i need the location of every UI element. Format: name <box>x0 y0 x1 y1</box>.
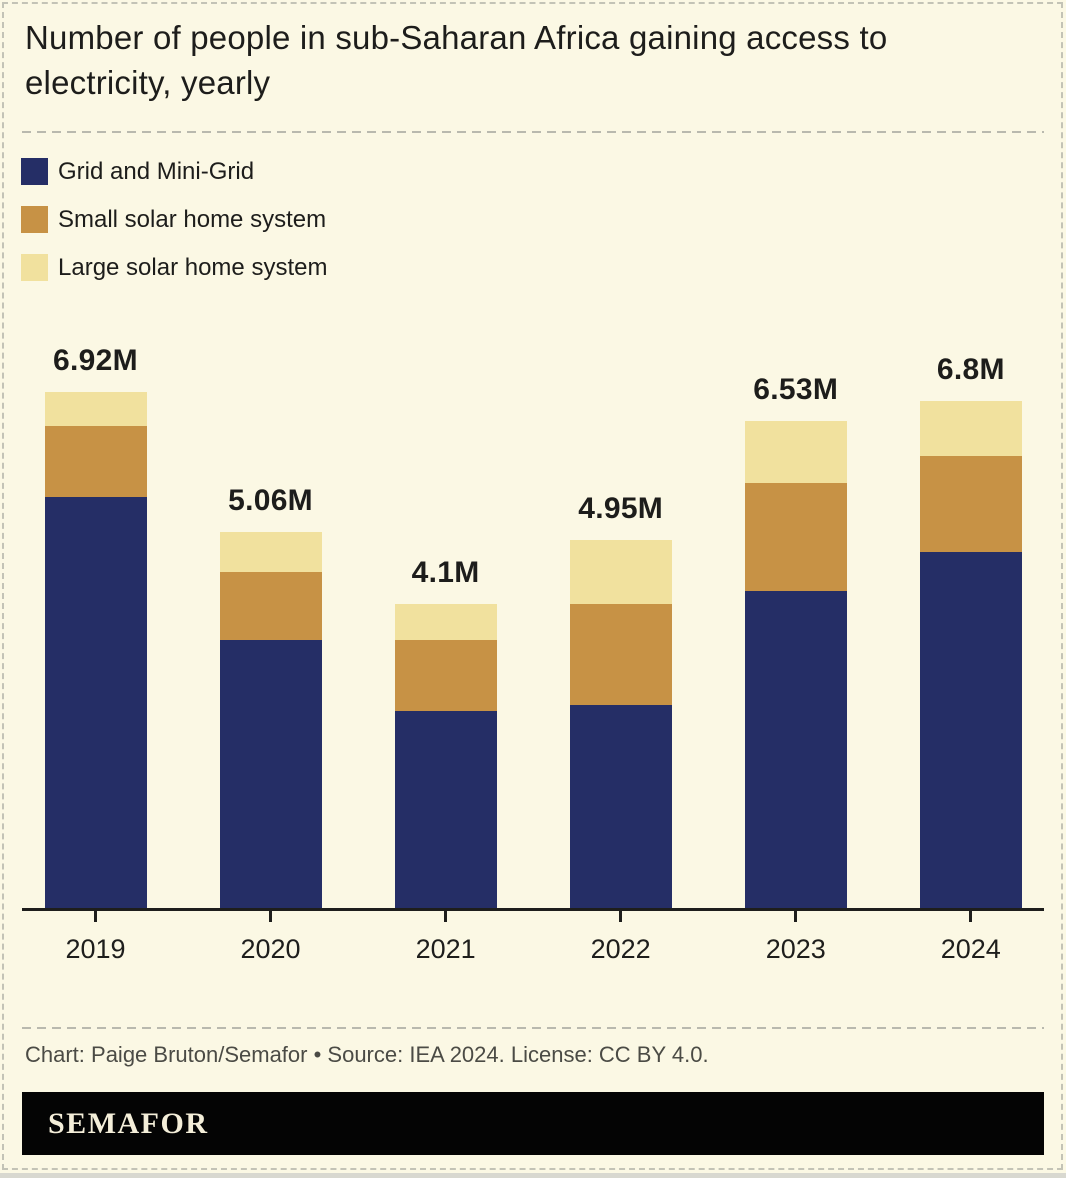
legend-item-small-solar-home-system: Small solar home system <box>21 206 327 233</box>
bar-2022 <box>569 539 672 911</box>
bar-2022-segment-small-solar-home-system <box>569 603 672 705</box>
bar-2023 <box>744 421 847 911</box>
bar-2023-segment-small-solar-home-system <box>744 482 847 591</box>
bar-2020-segment-large-solar-home-system <box>219 531 322 572</box>
bar-2022-segment-large-solar-home-system <box>569 539 672 604</box>
bar-2023-segment-large-solar-home-system <box>744 421 847 483</box>
x-axis-line <box>22 908 1044 911</box>
credit-line: Chart: Paige Bruton/Semafor • Source: IE… <box>25 1042 709 1067</box>
bar-2019-segment-small-solar-home-system <box>44 425 147 497</box>
bar-2024 <box>919 401 1022 911</box>
bar-2020 <box>219 531 322 911</box>
legend-item-grid-and-mini-grid: Grid and Mini-Grid <box>21 158 327 185</box>
axis-tick-2023 <box>794 911 798 922</box>
legend: Grid and Mini-Grid Small solar home syste… <box>21 158 327 302</box>
axis-tick-2019 <box>94 911 97 922</box>
legend-label: Large solar home system <box>58 253 328 281</box>
semafor-logo-bar: SEMAFOR <box>22 1092 1044 1155</box>
axis-tick-2021 <box>444 911 448 922</box>
bar-total-label-2021: 4.1M <box>411 555 480 589</box>
bar-2022-segment-grid-and-mini-grid <box>569 704 672 911</box>
bar-total-label-2023: 6.53M <box>753 373 839 407</box>
legend-item-large-solar-home-system: Large solar home system <box>21 254 327 281</box>
bar-total-label-2024: 6.8M <box>936 353 1005 386</box>
bar-2023-segment-grid-and-mini-grid <box>744 590 847 911</box>
x-axis-label-2019: 2019 <box>65 934 126 964</box>
chart-title: Number of people in sub-Saharan Africa g… <box>25 19 888 101</box>
bar-2024-segment-grid-and-mini-grid <box>919 551 1022 911</box>
bar-2021-segment-grid-and-mini-grid <box>394 710 497 911</box>
bar-2019-segment-grid-and-mini-grid <box>44 497 147 911</box>
bar-2021-segment-small-solar-home-system <box>394 640 497 711</box>
bar-2020-segment-small-solar-home-system <box>219 572 322 640</box>
bar-2019-segment-large-solar-home-system <box>44 392 147 426</box>
bar-2024-segment-large-solar-home-system <box>919 401 1022 456</box>
axis-tick-2024 <box>969 911 973 922</box>
x-axis-label-2020: 2020 <box>240 934 301 964</box>
plot-area: 6.92M 5.06M 4.1M 4.95M 6.53M 6.8M <box>22 330 1044 911</box>
large-solar-home-system-swatch-icon <box>21 254 48 281</box>
bottom-edge-strip <box>0 1173 1066 1178</box>
legend-label: Grid and Mini-Grid <box>58 157 255 185</box>
grid-and-mini-grid-swatch-icon <box>21 158 48 185</box>
x-axis-label-2023: 2023 <box>765 934 826 964</box>
x-axis-ticks <box>0 911 1066 923</box>
semafor-logo: SEMAFOR <box>48 1106 209 1140</box>
bar-2021-segment-large-solar-home-system <box>394 603 497 641</box>
axis-tick-2020 <box>269 911 273 922</box>
small-solar-home-system-swatch-icon <box>21 206 48 233</box>
title-divider <box>22 131 1044 133</box>
footer-divider <box>22 1027 1044 1029</box>
bar-2019 <box>44 392 147 911</box>
bar-total-label-2020: 5.06M <box>228 483 313 517</box>
x-axis-label-2021: 2021 <box>415 934 476 964</box>
legend-label: Small solar home system <box>58 205 327 233</box>
bar-2020-segment-grid-and-mini-grid <box>219 639 322 911</box>
axis-tick-2022 <box>619 911 623 922</box>
x-axis-label-2022: 2022 <box>590 934 651 964</box>
x-axis-label-2024: 2024 <box>940 934 1001 964</box>
bar-2021 <box>394 603 497 911</box>
bar-total-label-2022: 4.95M <box>578 491 664 525</box>
x-axis-labels: 2019 2020 2021 2022 2023 2024 <box>0 934 1066 968</box>
bar-total-label-2019: 6.92M <box>53 344 138 377</box>
bar-2024-segment-small-solar-home-system <box>919 455 1022 552</box>
